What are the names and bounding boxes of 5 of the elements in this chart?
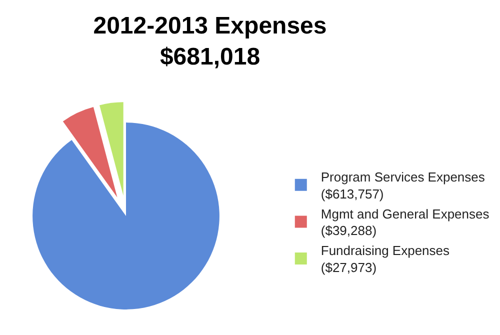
chart-title: 2012-2013 Expenses bbox=[93, 12, 327, 40]
chart-subtitle: $681,018 bbox=[160, 44, 260, 71]
legend-label: Program Services Expenses ($613,757) bbox=[320, 170, 486, 202]
legend-label: Mgmt and General Expenses ($39,288) bbox=[320, 206, 490, 238]
legend-label: Fundraising Expenses ($27,973) bbox=[320, 243, 450, 276]
